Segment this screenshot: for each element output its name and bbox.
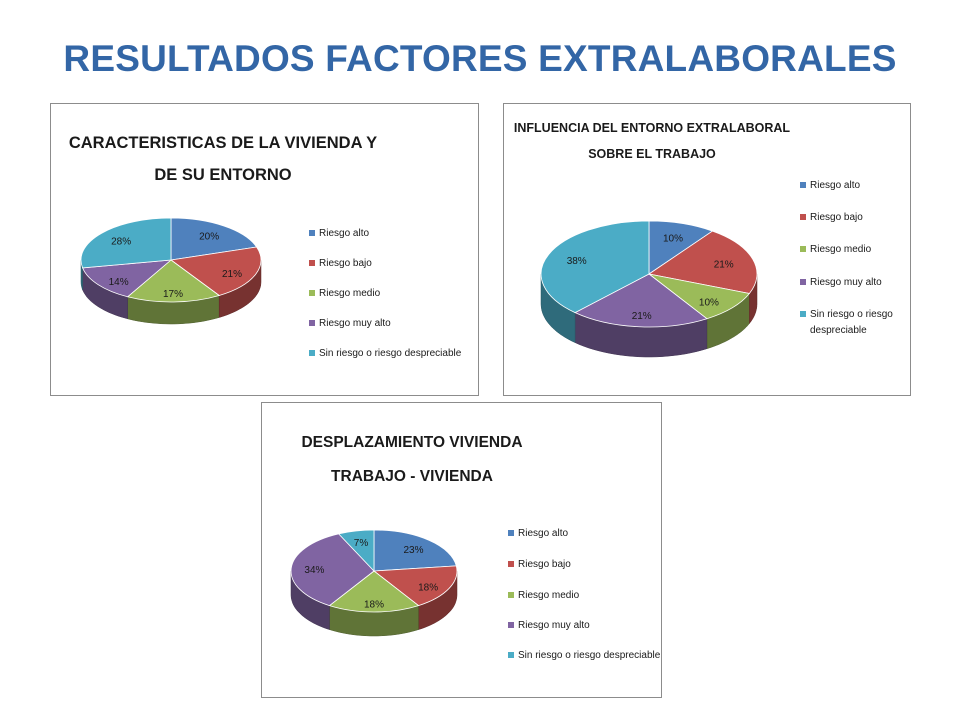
legend-label-2: Riesgo bajo	[518, 559, 571, 570]
data-label-4: 14%	[109, 277, 129, 288]
legend-swatch-5	[800, 311, 806, 317]
legend-label-5: Sin riesgo o riesgo despreciable	[319, 348, 462, 359]
data-label-1: 23%	[403, 545, 423, 556]
pie-slice-1	[373, 529, 457, 572]
data-label-4: 21%	[632, 311, 652, 322]
legend-swatch-3	[508, 592, 514, 598]
legend-swatch-5	[309, 350, 315, 356]
legend-swatch-1	[800, 182, 806, 188]
data-label-3: 17%	[163, 289, 183, 300]
legend-swatch-4	[508, 622, 514, 628]
pie-slice-4	[82, 259, 173, 298]
legend-swatch-2	[309, 260, 315, 266]
data-label-4: 34%	[304, 565, 324, 576]
legend-label-3: Riesgo medio	[319, 288, 381, 299]
data-label-1: 10%	[663, 234, 683, 245]
legend-swatch-3	[800, 246, 806, 252]
legend-swatch-5	[508, 652, 514, 658]
legend-swatch-1	[508, 530, 514, 536]
data-label-3: 10%	[699, 297, 719, 308]
pie-slice-2	[372, 565, 458, 607]
legend-label-2: Riesgo bajo	[810, 212, 863, 223]
legend-label-3: Riesgo medio	[810, 244, 872, 255]
legend-label-4: Riesgo muy alto	[518, 620, 590, 631]
legend-label-5: despreciable	[810, 325, 867, 336]
pie-slice-3	[126, 259, 221, 303]
data-label-1: 20%	[199, 232, 219, 243]
data-label-5: 38%	[567, 256, 587, 267]
pie-slice-4	[290, 533, 375, 607]
pie-slice-5	[80, 217, 172, 269]
chart-title-line-1: DESPLAZAMIENTO VIVIENDA	[301, 434, 522, 451]
legend-label-5: Sin riesgo o riesgo	[810, 309, 893, 320]
data-label-5: 28%	[111, 237, 131, 248]
chart-title-line-2: TRABAJO - VIVIENDA	[331, 468, 493, 485]
chart-title-line-1: CARACTERISTICAS DE LA VIVIENDA Y	[69, 134, 377, 152]
pie-slice-2	[647, 230, 758, 294]
legend-label-1: Riesgo alto	[810, 180, 860, 191]
legend-label-4: Riesgo muy alto	[319, 318, 391, 329]
legend-label-3: Riesgo medio	[518, 590, 580, 601]
data-label-2: 18%	[418, 583, 438, 594]
pie-slice-5	[540, 220, 650, 314]
data-label-5: 7%	[354, 538, 369, 549]
legend-label-4: Riesgo muy alto	[810, 277, 882, 288]
legend-swatch-4	[800, 279, 806, 285]
data-label-3: 18%	[364, 600, 384, 611]
legend-swatch-2	[508, 561, 514, 567]
pie-slice-5	[337, 529, 375, 573]
data-label-2: 21%	[222, 269, 242, 280]
legend-swatch-3	[309, 290, 315, 296]
pie-slice-3	[328, 570, 420, 613]
legend-swatch-2	[800, 214, 806, 220]
legend-swatch-4	[309, 320, 315, 326]
chart-title-line-2: DE SU ENTORNO	[154, 166, 291, 184]
chart-caracteristicas-vivienda: 20% 21% 17% 14% 28% CARACTERISTICAS DE LA VIV…	[50, 103, 479, 396]
legend-swatch-1	[309, 230, 315, 236]
legend-label-5: Sin riesgo o riesgo despreciable	[518, 650, 661, 661]
legend-label-1: Riesgo alto	[319, 228, 369, 239]
chart-desplazamiento: 23% 18% 18% 34% 7% DESPLAZAMIENTO VIVIENDA TRA…	[261, 402, 662, 698]
chart-title-line-2: SOBRE EL TRABAJO	[588, 147, 716, 161]
legend-label-1: Riesgo alto	[518, 528, 568, 539]
pie-slice-1	[170, 217, 258, 261]
pie-slice-2	[169, 246, 262, 296]
chart-influencia-entorno: 10% 21% 10% 21% 38% INFLUENCIA DEL ENTORNO EX…	[503, 103, 911, 396]
data-label-2: 21%	[714, 259, 734, 270]
chart-title-line-1: INFLUENCIA DEL ENTORNO EXTRALABORAL	[514, 121, 791, 135]
slide-title: RESULTADOS FACTORES EXTRALABORALES	[63, 38, 897, 79]
pie-slice-4	[574, 273, 708, 328]
legend-label-2: Riesgo bajo	[319, 258, 372, 269]
